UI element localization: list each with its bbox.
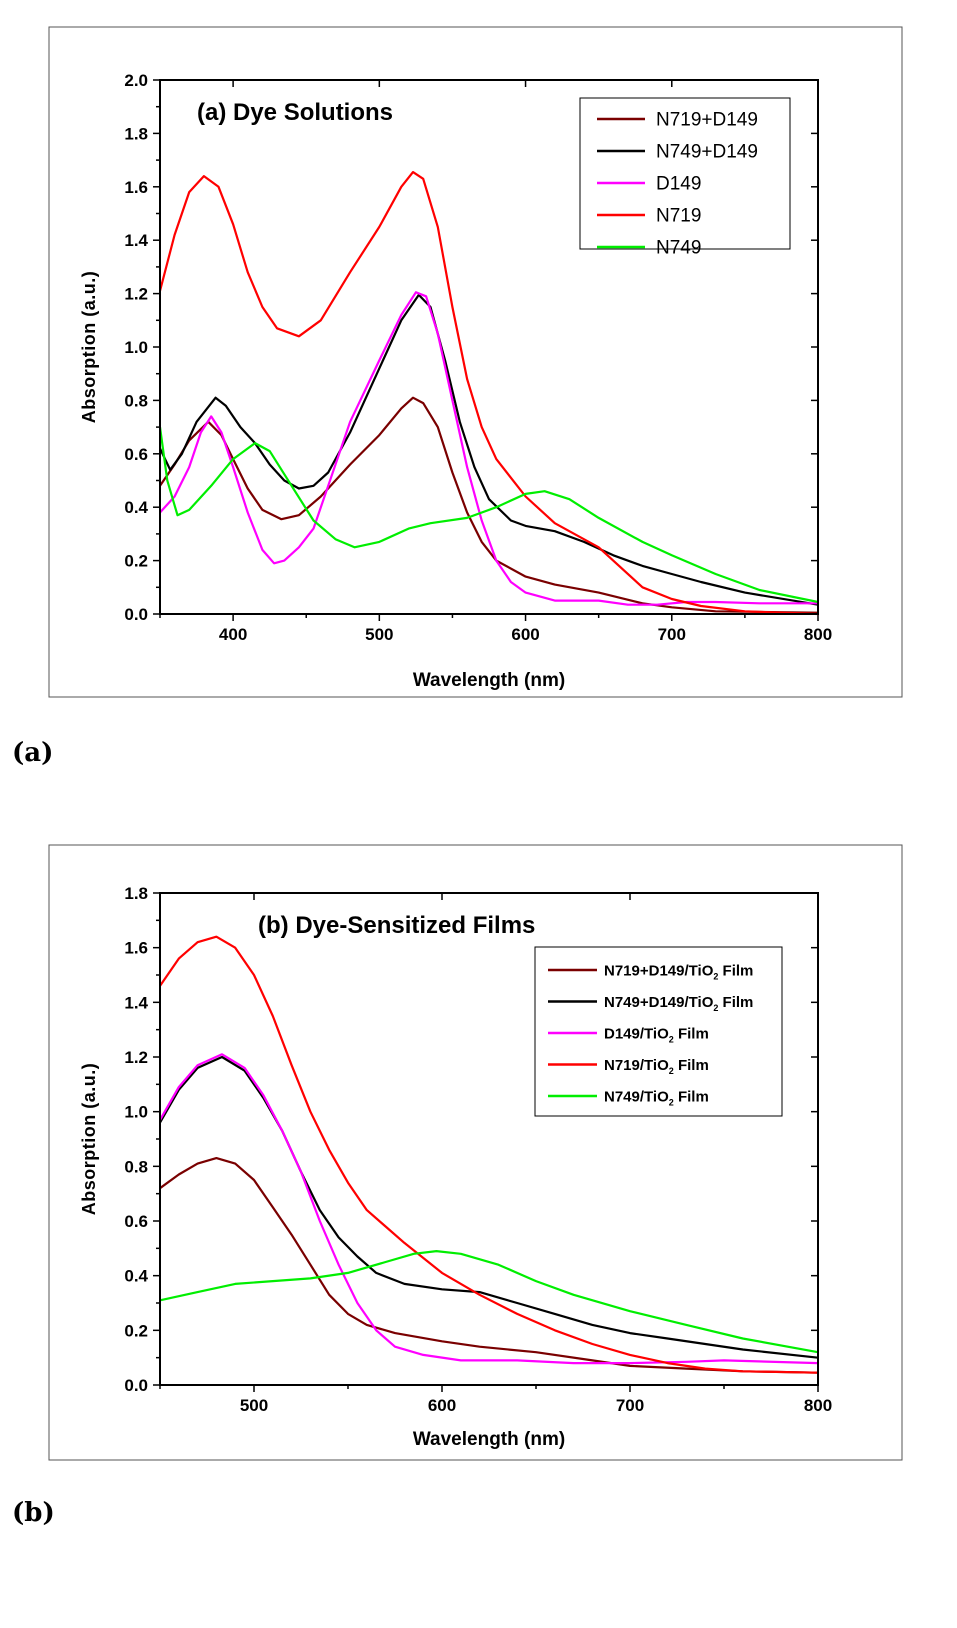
chart-title: (a) Dye Solutions [197, 99, 393, 126]
y-tick-label: 1.0 [124, 1103, 148, 1122]
legend-label: N749+D149 [656, 142, 758, 163]
text-part: Film [674, 1088, 709, 1105]
plot-area [159, 79, 819, 615]
x-tick-label: 700 [658, 625, 686, 644]
series-line-n749-d149 [159, 1055, 819, 1359]
y-tick-label: 1.4 [124, 231, 148, 250]
y-tick-label: 1.6 [124, 939, 148, 958]
legend-box [534, 946, 783, 1117]
text-part: Film [674, 1057, 709, 1074]
legend-label: N719 [656, 206, 701, 227]
y-axis-label: Absorption (a.u.) [79, 271, 99, 423]
x-tick-label: 600 [511, 625, 539, 644]
legend-box [579, 97, 791, 250]
y-tick-label: 1.4 [124, 993, 148, 1012]
x-tick-label: 500 [240, 1396, 268, 1415]
y-tick-label: 0.6 [124, 1212, 148, 1231]
series-line-d149 [159, 291, 818, 606]
y-tick-label: 0.4 [124, 498, 148, 517]
series-line-n719-d149 [159, 396, 819, 614]
text-part: Film [674, 1025, 709, 1042]
series-line-n719-d149 [159, 1157, 819, 1374]
subscript: 2 [669, 1034, 674, 1044]
legend-label: D149/TiO2 Film [604, 1025, 709, 1044]
y-tick-label: 1.6 [124, 178, 148, 197]
panel-label-a: (a) [12, 738, 54, 768]
text-part: Film [718, 962, 753, 979]
y-tick-label: 1.2 [124, 1048, 148, 1067]
x-tick-label: 500 [365, 625, 393, 644]
legend-label: N719+D149 [656, 110, 758, 131]
y-tick-label: 0.0 [124, 1376, 148, 1395]
subscript: 2 [713, 971, 718, 981]
legend-label: N719+D149/TiO2 Film [604, 962, 753, 981]
text-part: N749/TiO [604, 1088, 669, 1105]
series-line-n719 [159, 935, 819, 1374]
y-tick-label: 1.2 [124, 285, 148, 304]
plot-area [159, 892, 819, 1386]
series-line-d149 [159, 1053, 819, 1365]
chart-title: (b) Dye-Sensitized Films [258, 912, 535, 939]
legend-label: N749/TiO2 Film [604, 1088, 709, 1107]
x-tick-label: 600 [428, 1396, 456, 1415]
y-axis-label: Absorption (a.u.) [79, 1063, 99, 1215]
y-tick-label: 0.2 [124, 552, 148, 571]
y-tick-label: 0.0 [124, 605, 148, 624]
text-part: D149/TiO [604, 1025, 669, 1042]
legend-label: N719/TiO2 Film [604, 1057, 709, 1076]
y-tick-label: 0.8 [124, 1157, 148, 1176]
x-axis-label: Wavelength (nm) [413, 670, 565, 691]
subscript: 2 [669, 1097, 674, 1107]
subscript: 2 [713, 1003, 718, 1013]
text-part: Film [718, 994, 753, 1011]
y-tick-label: 0.6 [124, 445, 148, 464]
series-line-n749 [159, 1250, 819, 1354]
y-tick-label: 0.4 [124, 1267, 148, 1286]
y-tick-label: 1.0 [124, 338, 148, 357]
chart-b: 500 600 700 800 0.0 0.2 0.4 0.6 0.8 1.0 1.2 1.4 1.6 1… [48, 844, 903, 1461]
legend-label: N749 [656, 238, 701, 259]
text-part: N719/TiO [604, 1057, 669, 1074]
x-tick-label: 800 [804, 625, 832, 644]
y-tick-label: 1.8 [124, 884, 148, 903]
panel-label-b: (b) [12, 1498, 55, 1528]
legend-label: N749+D149/TiO2 Film [604, 994, 753, 1013]
chart-frame [48, 26, 903, 698]
x-tick-label: 700 [616, 1396, 644, 1415]
series-line-n749-d149 [159, 293, 819, 606]
x-tick-label: 800 [804, 1396, 832, 1415]
y-tick-label: 0.2 [124, 1321, 148, 1340]
y-tick-label: 2.0 [124, 71, 148, 90]
chart-a: 400 500 600 700 800 0.0 0.2 0.4 0.6 0.8 1.0 1.2 1.4 1… [48, 26, 903, 698]
legend: N719+D149 N749+D149 D149 N719 N749 [579, 97, 791, 259]
y-tick-label: 1.8 [124, 124, 148, 143]
x-tick-label: 400 [219, 625, 247, 644]
subscript: 2 [669, 1066, 674, 1076]
x-axis-label: Wavelength (nm) [413, 1429, 565, 1450]
text-part: N749+D149/TiO [604, 994, 714, 1011]
text-part: N719+D149/TiO [604, 962, 714, 979]
chart-frame [48, 844, 903, 1461]
y-tick-label: 0.8 [124, 391, 148, 410]
legend-label: D149 [656, 174, 701, 195]
series-line-n719 [158, 171, 819, 616]
series-line-n749 [158, 426, 819, 604]
